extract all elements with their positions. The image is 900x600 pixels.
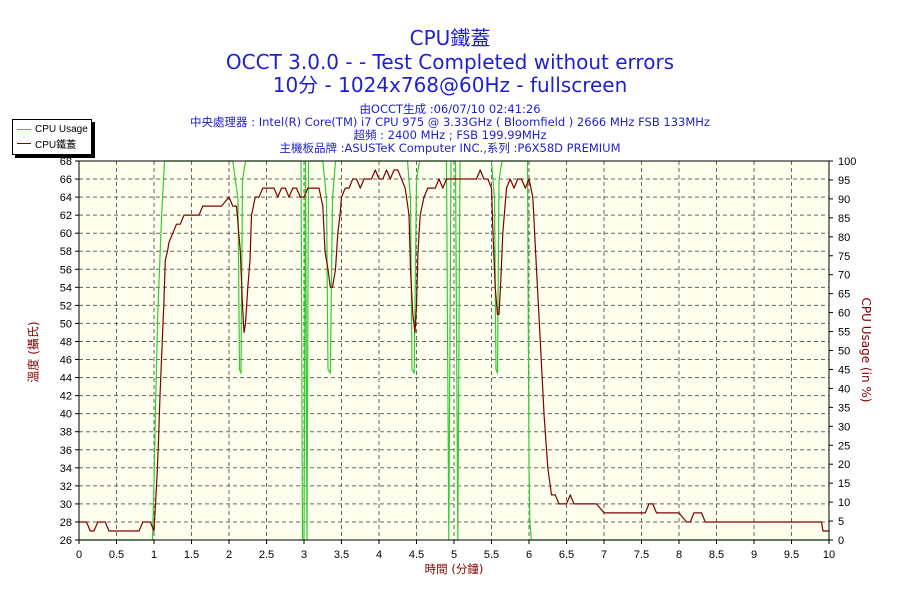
cpu-usage-line (79, 160, 829, 541)
y-left-tick-label: 34 (60, 463, 72, 475)
legend-item-cpu-temp: CPU鐵蓋 (17, 137, 77, 151)
y-right-tick-label: 85 (838, 213, 850, 225)
legend-swatch-cpu-usage (17, 128, 31, 130)
chart-subtitle-resolution: 10分 - 1024x768@60Hz - fullscreen (272, 73, 628, 97)
y-left-tick-label: 48 (60, 336, 72, 348)
chart-subtitle-test-status: OCCT 3.0.0 - - Test Completed without er… (225, 50, 675, 74)
x-tick-label: 1 (151, 549, 157, 561)
x-axis-title: 時間 (分鐘) (424, 562, 484, 576)
x-tick-label: 5 (451, 549, 457, 561)
info-cpu: 中央處理器 : Intel(R) Core(TM) i7 CPU 975 @ 3… (190, 115, 710, 129)
y-left-tick-label: 44 (60, 373, 72, 385)
y-left-tick-label: 66 (60, 174, 72, 186)
y-left-tick-label: 32 (60, 481, 72, 493)
x-tick-label: 5.5 (484, 549, 499, 561)
plot-frame (78, 160, 830, 541)
y-left-tick-label: 36 (60, 445, 72, 457)
x-tick-label: 9 (751, 549, 757, 561)
legend-label-cpu-temp: CPU鐵蓋 (35, 139, 77, 151)
x-tick-label: 7.5 (634, 549, 649, 561)
y-right-tick-label: 80 (838, 232, 850, 244)
chart-title: CPU鐵蓋 (409, 26, 491, 50)
x-tick-label: 0.5 (109, 549, 124, 561)
x-tick-label: 0 (76, 549, 82, 561)
y-right-tick-label: 95 (838, 175, 850, 187)
y-right-tick-label: 40 (838, 383, 850, 395)
y-right-tick-label: 35 (838, 402, 850, 414)
x-tick-label: 2.5 (259, 549, 274, 561)
y-left-tick-label: 64 (60, 192, 72, 204)
y-right-tick-label: 100 (838, 156, 856, 168)
cpu-temp-line (79, 169, 829, 532)
x-tick-label: 6.5 (559, 549, 574, 561)
info-generated: 由OCCT生成 :06/07/10 02:41:26 (359, 102, 541, 116)
y-right-tick-label: 45 (838, 364, 850, 376)
legend-swatch-cpu-temp (17, 142, 31, 144)
legend-item-cpu-usage: CPU Usage (17, 123, 88, 135)
x-tick-label: 3.5 (334, 549, 349, 561)
y-left-tick-label: 50 (60, 318, 72, 330)
y-right-tick-label: 65 (838, 289, 850, 301)
y-left-tick-label: 28 (60, 517, 72, 529)
y-right-tick-label: 10 (838, 497, 850, 509)
y-right-tick-label: 25 (838, 440, 850, 452)
x-tick-label: 2 (226, 549, 232, 561)
y-left-tick-label: 30 (60, 499, 72, 511)
y-left-tick-label: 62 (60, 210, 72, 222)
y-right-tick-label: 50 (838, 346, 850, 358)
y-right-tick-label: 55 (838, 327, 850, 339)
y-right-tick-label: 60 (838, 308, 850, 320)
x-tick-label: 8.5 (709, 549, 724, 561)
y-left-tick-label: 42 (60, 391, 72, 403)
y-left-tick-label: 58 (60, 246, 72, 258)
y-left-tick-label: 40 (60, 409, 72, 421)
x-tick-label: 9.5 (784, 549, 799, 561)
y-left-tick-label: 68 (60, 156, 72, 168)
y-right-tick-label: 15 (838, 478, 850, 490)
y-right-tick-label: 70 (838, 270, 850, 282)
y-left-tick-label: 46 (60, 355, 72, 367)
y-left-axis-title: 溫度 (攝氏) (26, 321, 41, 383)
y-right-tick-label: 5 (838, 516, 844, 528)
y-right-axis-title: CPU Usage (in %) (859, 297, 873, 403)
y-left-tick-label: 26 (60, 535, 72, 547)
info-overclock: 超頻 : 2400 MHz ; FSB 199.99MHz (353, 128, 547, 142)
x-tick-label: 4.5 (409, 549, 424, 561)
y-left-tick-label: 38 (60, 427, 72, 439)
y-right-tick-label: 90 (838, 194, 850, 206)
x-tick-label: 10 (823, 549, 835, 561)
y-left-tick-label: 54 (60, 282, 72, 294)
x-tick-label: 8 (676, 549, 682, 561)
y-right-tick-label: 20 (838, 459, 850, 471)
x-tick-label: 7 (601, 549, 607, 561)
x-tick-label: 4 (376, 549, 382, 561)
legend-label-cpu-usage: CPU Usage (35, 123, 88, 135)
x-tick-label: 1.5 (184, 549, 199, 561)
y-left-tick-label: 60 (60, 228, 72, 240)
legend: CPU Usage CPU鐵蓋 (12, 119, 92, 155)
info-motherboard: 主機板品牌 :ASUSTeK Computer INC.,系列 :P6X58D … (279, 141, 621, 155)
y-right-tick-label: 0 (838, 535, 844, 547)
y-right-tick-label: 75 (838, 251, 850, 263)
y-left-tick-label: 56 (60, 264, 72, 276)
x-tick-label: 6 (526, 549, 532, 561)
x-tick-label: 3 (301, 549, 307, 561)
y-right-tick-label: 30 (838, 421, 850, 433)
y-left-tick-label: 52 (60, 300, 72, 312)
